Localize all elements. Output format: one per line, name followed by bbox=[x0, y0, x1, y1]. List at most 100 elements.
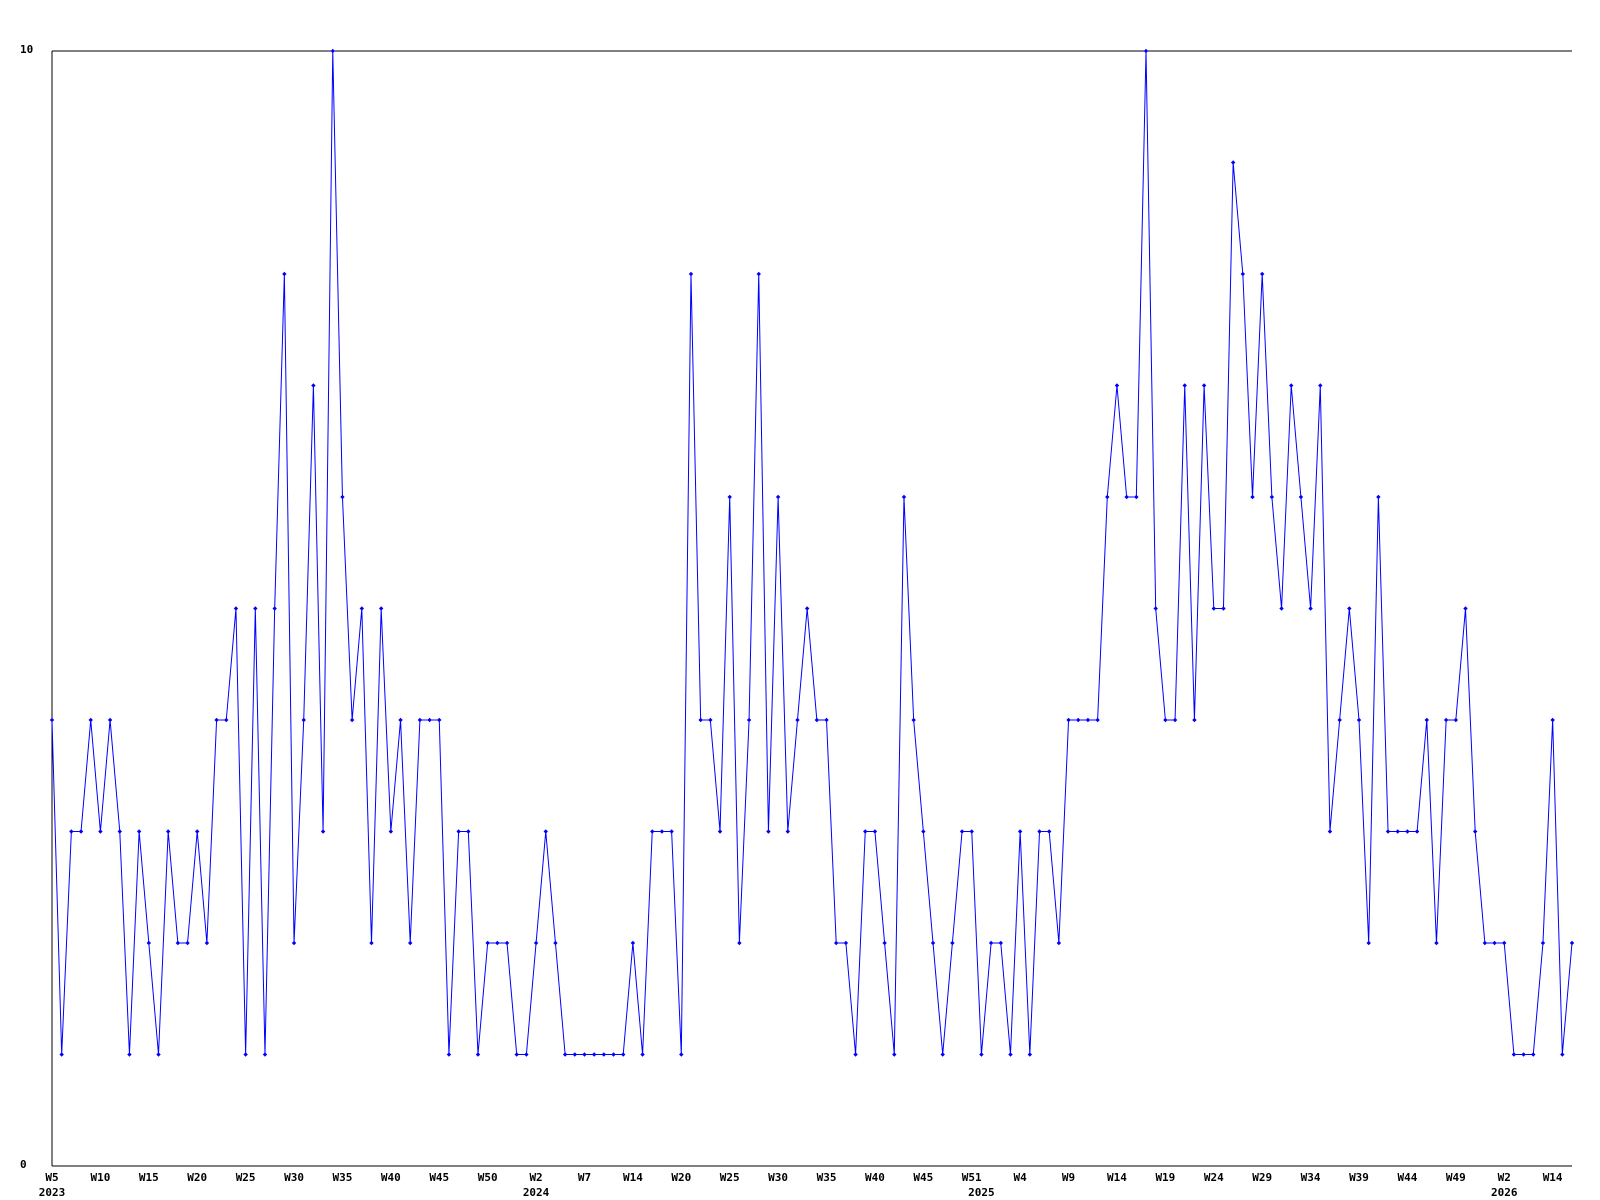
x-tick-label: W14 bbox=[623, 1171, 643, 1184]
x-tick-label: W10 bbox=[90, 1171, 110, 1184]
data-point bbox=[204, 940, 210, 946]
data-point bbox=[1230, 160, 1236, 165]
x-tick-label: W20 bbox=[187, 1171, 207, 1184]
data-point bbox=[1124, 494, 1129, 500]
x-tick-label: W19 bbox=[1155, 1171, 1175, 1184]
data-point bbox=[359, 606, 365, 611]
data-point bbox=[369, 940, 374, 946]
data-point bbox=[766, 829, 771, 834]
data-point bbox=[98, 829, 103, 834]
data-point bbox=[543, 829, 548, 834]
data-point bbox=[107, 717, 113, 723]
data-point bbox=[1250, 494, 1255, 500]
data-point bbox=[1211, 606, 1216, 611]
data-point bbox=[1095, 717, 1100, 723]
x-year-label: 2025 bbox=[968, 1186, 995, 1199]
x-tick-label: W14 bbox=[1543, 1171, 1563, 1184]
data-point bbox=[1337, 717, 1342, 723]
data-point bbox=[988, 940, 994, 946]
data-point bbox=[1308, 606, 1313, 611]
data-point bbox=[301, 717, 306, 723]
data-point bbox=[417, 717, 423, 723]
data-point bbox=[243, 1052, 248, 1057]
data-point bbox=[814, 717, 820, 723]
data-point bbox=[49, 717, 55, 723]
data-point bbox=[901, 494, 907, 500]
x-tick-label: W2 bbox=[1498, 1171, 1511, 1184]
data-point bbox=[572, 1052, 578, 1057]
data-point bbox=[834, 940, 839, 946]
data-point bbox=[1259, 271, 1265, 277]
data-point bbox=[524, 1052, 529, 1057]
data-point bbox=[272, 606, 277, 611]
data-point bbox=[1434, 940, 1439, 946]
data-point bbox=[853, 1052, 858, 1057]
data-point bbox=[533, 940, 539, 946]
data-point bbox=[1172, 717, 1178, 723]
data-point bbox=[940, 1052, 945, 1057]
data-point bbox=[1008, 1052, 1013, 1057]
data-point bbox=[892, 1052, 897, 1057]
data-point bbox=[969, 829, 974, 834]
data-point bbox=[979, 1052, 984, 1057]
data-point bbox=[466, 829, 471, 834]
data-point bbox=[1569, 940, 1575, 946]
data-point bbox=[224, 717, 229, 723]
data-point bbox=[737, 940, 742, 946]
data-point bbox=[1182, 383, 1187, 388]
data-point bbox=[475, 1052, 481, 1057]
data-line bbox=[51, 50, 1573, 1055]
x-tick-label: W25 bbox=[236, 1171, 256, 1184]
data-point bbox=[127, 1052, 132, 1057]
x-tick-label: W15 bbox=[139, 1171, 159, 1184]
data-point bbox=[1279, 606, 1284, 611]
data-point bbox=[320, 829, 326, 834]
x-tick-label: W4 bbox=[1014, 1171, 1028, 1184]
data-point bbox=[1289, 383, 1294, 388]
x-year-label: 2024 bbox=[523, 1186, 550, 1199]
data-point bbox=[1114, 383, 1120, 388]
x-tick-label: W35 bbox=[817, 1171, 837, 1184]
x-tick-label: W45 bbox=[913, 1171, 933, 1184]
x-year-label: 2023 bbox=[39, 1186, 66, 1199]
x-tick-label: W45 bbox=[429, 1171, 449, 1184]
data-point bbox=[746, 717, 752, 723]
data-point bbox=[1443, 717, 1449, 723]
data-point bbox=[1046, 829, 1052, 834]
data-point bbox=[1560, 1052, 1565, 1057]
data-point bbox=[562, 1052, 568, 1057]
data-point bbox=[1240, 271, 1246, 277]
data-point bbox=[863, 829, 868, 834]
y-tick-label: 0 bbox=[20, 1158, 27, 1171]
x-tick-label: W40 bbox=[865, 1171, 885, 1184]
x-tick-label: W30 bbox=[768, 1171, 788, 1184]
data-point bbox=[688, 271, 694, 277]
data-point bbox=[59, 1052, 64, 1057]
data-point bbox=[582, 1052, 587, 1057]
data-point bbox=[69, 829, 74, 834]
data-point bbox=[165, 829, 171, 834]
data-point bbox=[214, 717, 219, 723]
data-point bbox=[630, 940, 636, 946]
data-point bbox=[253, 606, 258, 611]
data-point bbox=[88, 717, 93, 723]
data-point bbox=[679, 1052, 684, 1057]
data-point bbox=[1318, 383, 1323, 388]
data-point bbox=[1027, 1052, 1033, 1057]
data-point bbox=[553, 940, 558, 946]
data-point bbox=[291, 940, 297, 946]
data-point bbox=[1472, 829, 1478, 834]
data-point bbox=[156, 1052, 161, 1057]
data-point bbox=[911, 717, 916, 723]
data-point bbox=[843, 940, 849, 946]
data-point bbox=[1201, 383, 1207, 388]
data-point bbox=[601, 1052, 607, 1057]
data-point bbox=[1385, 829, 1391, 834]
data-point bbox=[388, 829, 394, 834]
x-tick-label: W14 bbox=[1107, 1171, 1127, 1184]
x-tick-label: W2 bbox=[529, 1171, 542, 1184]
x-tick-label: W9 bbox=[1062, 1171, 1075, 1184]
data-point bbox=[1269, 494, 1275, 500]
x-tick-label: W51 bbox=[962, 1171, 982, 1184]
